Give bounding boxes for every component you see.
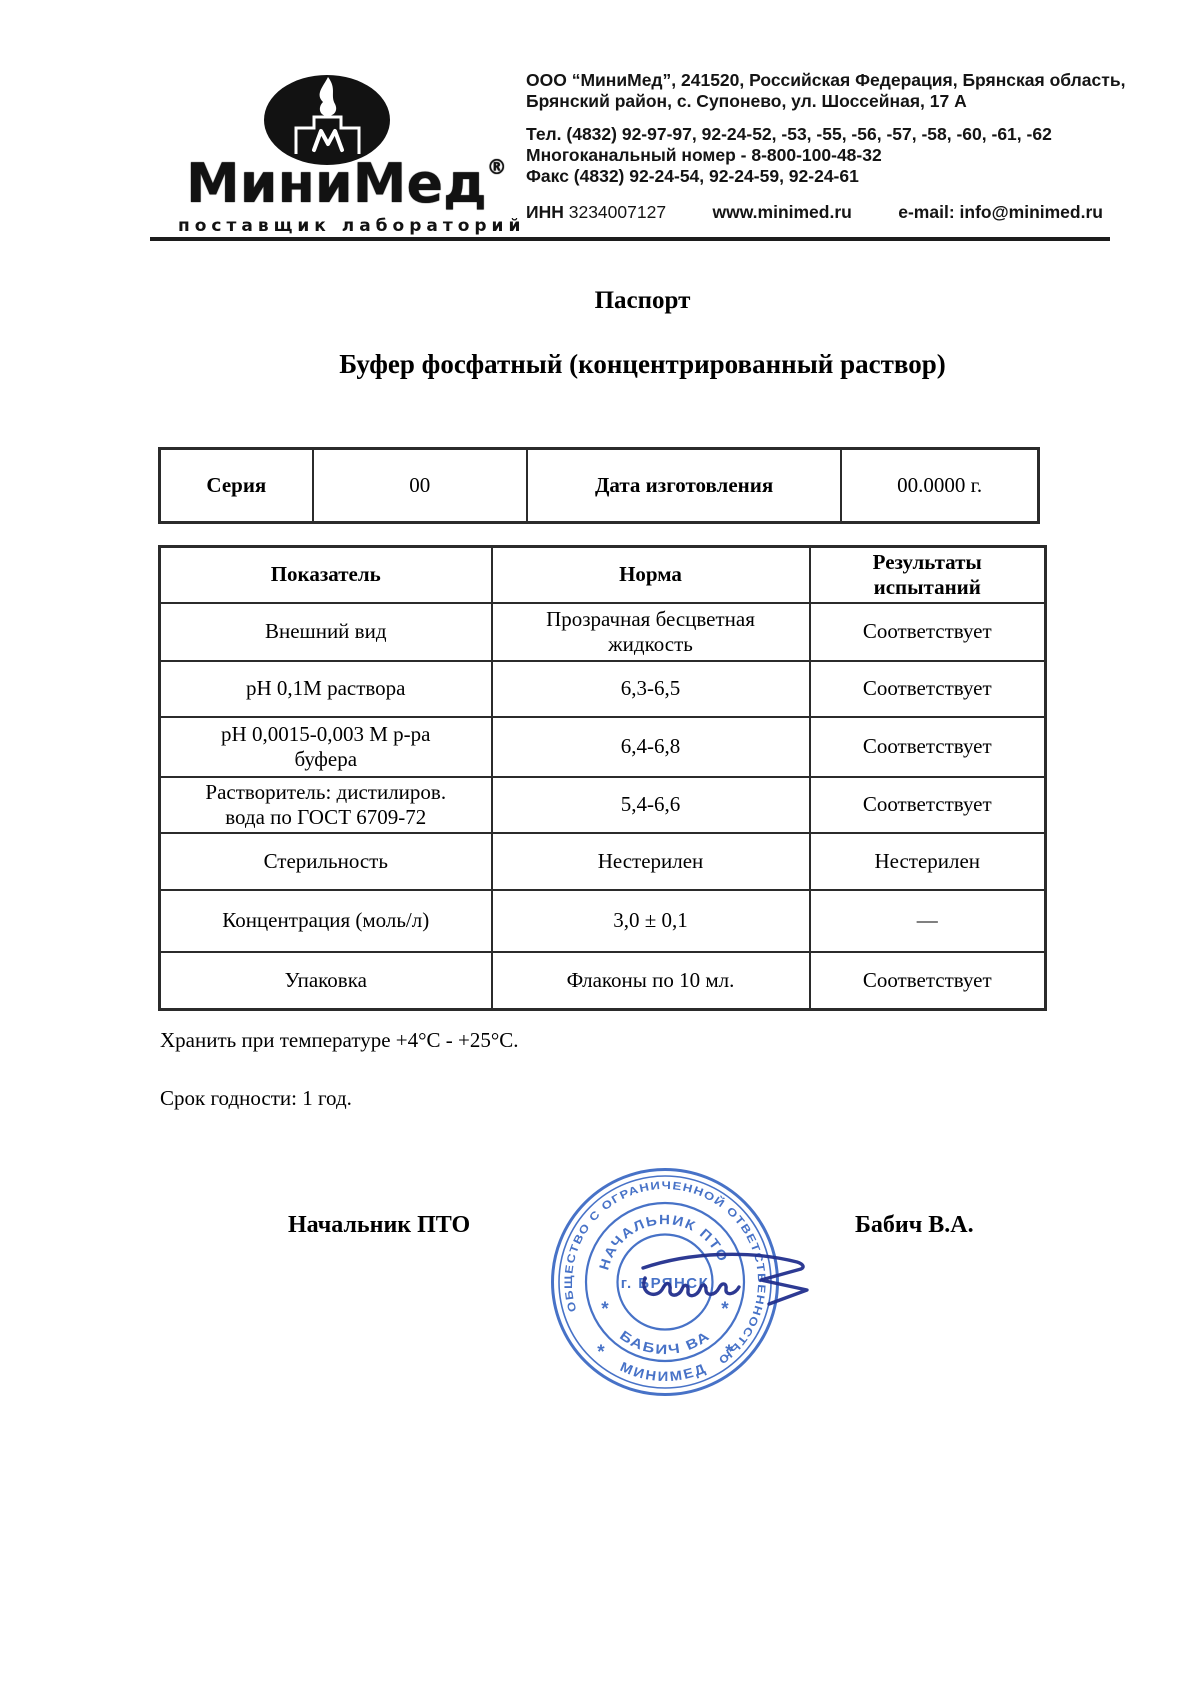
address-line-2: Брянский район, с. Супонево, ул. Шоссейн… bbox=[526, 91, 967, 111]
storage-note: Хранить при температуре +4°С - +25°С. bbox=[160, 1028, 519, 1052]
series-value: 00 bbox=[311, 447, 528, 524]
result-cell: Соответствует bbox=[808, 715, 1047, 778]
indicator-cell: Упаковка bbox=[284, 967, 367, 992]
norm-cell: 6,3-6,5 bbox=[620, 676, 681, 701]
stamp-star-icon: * bbox=[597, 1342, 605, 1363]
result-cell: Нестерилен bbox=[808, 831, 1047, 891]
series-label: Серия bbox=[158, 447, 314, 524]
specification-table: Показатель Норма Результаты испытаний Вн… bbox=[158, 545, 1047, 1012]
brand-text: МиниМед bbox=[186, 152, 487, 215]
document-title: Паспорт bbox=[594, 287, 691, 314]
company-contact-block: ООО “МиниМед”, 241520, Российская Федера… bbox=[526, 70, 1126, 223]
col-header-norm: Норма bbox=[490, 545, 811, 604]
product-title: Буфер фосфатный (концентрированный раств… bbox=[339, 349, 946, 379]
norm-cell: 5,4-6,6 bbox=[620, 792, 681, 817]
col-header-results: Результаты испытаний bbox=[808, 545, 1047, 604]
stamp-star-icon: * bbox=[725, 1342, 733, 1363]
series-row: Серия 00 Дата изготовления 00.0000 г. bbox=[158, 447, 1040, 524]
website-link: www.minimed.ru bbox=[712, 202, 852, 222]
table-row: Упаковка Флаконы по 10 мл. Соответствует bbox=[158, 950, 1047, 1011]
table-row: pH 0,0015-0,003 М р-ра буфера 6,4-6,8 Со… bbox=[158, 715, 1047, 778]
manufacture-date-label: Дата изготовления bbox=[525, 447, 843, 524]
indicator-cell: Концентрация (моль/л) bbox=[222, 908, 430, 933]
shelf-life-note: Срок годности: 1 год. bbox=[160, 1086, 352, 1110]
stamp-star-icon: * bbox=[601, 1299, 609, 1320]
manufacture-date-value: 00.0000 г. bbox=[840, 447, 1040, 524]
inn-label: ИНН bbox=[526, 202, 564, 222]
company-stamp: ОБЩЕСТВО С ОГРАНИЧЕННОЙ ОТВЕТСТВЕННОСТЬЮ… bbox=[530, 1160, 850, 1410]
inn-value: 3234007127 bbox=[568, 202, 667, 222]
norm-cell: Нестерилен bbox=[597, 848, 704, 873]
norm-cell: 3,0 ± 0,1 bbox=[613, 908, 688, 933]
indicator-cell: Растворитель: дистилиров. вода по ГОСТ 6… bbox=[205, 779, 447, 829]
table-row: Растворитель: дистилиров. вода по ГОСТ 6… bbox=[158, 775, 1047, 834]
fax-line: Факс (4832) 92-24-54, 92-24-59, 92-24-61 bbox=[526, 166, 859, 186]
series-table: Серия 00 Дата изготовления 00.0000 г. bbox=[158, 447, 1040, 524]
stamp-company-text: МИНИМЕД bbox=[618, 1359, 709, 1384]
table-row: pH 0,1М раствора 6,3-6,5 Соответствует bbox=[158, 659, 1047, 718]
norm-cell: Прозрачная бесцветная жидкость bbox=[546, 606, 755, 656]
brand-tagline: поставщик лабораторий bbox=[178, 216, 526, 236]
stamp-outer-ring-text: ОБЩЕСТВО С ОГРАНИЧЕННОЙ ОТВЕТСТВЕННОСТЬЮ bbox=[563, 1180, 767, 1367]
spec-header-row: Показатель Норма Результаты испытаний bbox=[158, 545, 1047, 604]
indicator-cell: Стерильность bbox=[263, 848, 388, 873]
result-cell: — bbox=[808, 888, 1047, 953]
address-line-1: ООО “МиниМед”, 241520, Российская Федера… bbox=[526, 70, 1126, 90]
norm-cell: 6,4-6,8 bbox=[620, 734, 681, 759]
indicator-cell: pH 0,1М раствора bbox=[246, 676, 406, 701]
result-cell: Соответствует bbox=[808, 659, 1047, 718]
indicator-cell: pH 0,0015-0,003 М р-ра буфера bbox=[221, 721, 431, 771]
table-row: Стерильность Нестерилен Нестерилен bbox=[158, 831, 1047, 891]
handwritten-signature bbox=[641, 1252, 809, 1306]
phone-line: Тел. (4832) 92-97-97, 92-24-52, -53, -55… bbox=[526, 124, 1052, 144]
registered-trademark-icon: ® bbox=[486, 155, 507, 179]
signer-name: Бабич В.А. bbox=[855, 1212, 974, 1238]
table-row: Внешний вид Прозрачная бесцветная жидкос… bbox=[158, 601, 1047, 662]
signer-position-title: Начальник ПТО bbox=[288, 1212, 471, 1238]
result-cell: Соответствует bbox=[808, 950, 1047, 1011]
table-row: Концентрация (моль/л) 3,0 ± 0,1 — bbox=[158, 888, 1047, 953]
result-cell: Соответствует bbox=[808, 775, 1047, 834]
header-divider bbox=[150, 237, 1110, 241]
result-cell: Соответствует bbox=[808, 601, 1047, 662]
email-link: e-mail: info@minimed.ru bbox=[898, 202, 1103, 222]
inn-field: ИНН 3234007127 bbox=[526, 202, 666, 223]
stamp-star-icon: * bbox=[721, 1299, 729, 1320]
brand-name: МиниМед® bbox=[186, 152, 507, 215]
norm-cell: Флаконы по 10 мл. bbox=[566, 967, 735, 992]
indicator-cell: Внешний вид bbox=[264, 619, 387, 644]
registration-row: ИНН 3234007127 www.minimed.ru e-mail: in… bbox=[526, 202, 1103, 223]
multichannel-line: Многоканальный номер - 8-800-100-48-32 bbox=[526, 145, 882, 165]
col-header-indicator: Показатель bbox=[158, 545, 493, 604]
candle-flame-oval-icon bbox=[264, 75, 390, 165]
stamp-ink: ОБЩЕСТВО С ОГРАНИЧЕННОЙ ОТВЕТСТВЕННОСТЬЮ… bbox=[551, 1168, 779, 1396]
